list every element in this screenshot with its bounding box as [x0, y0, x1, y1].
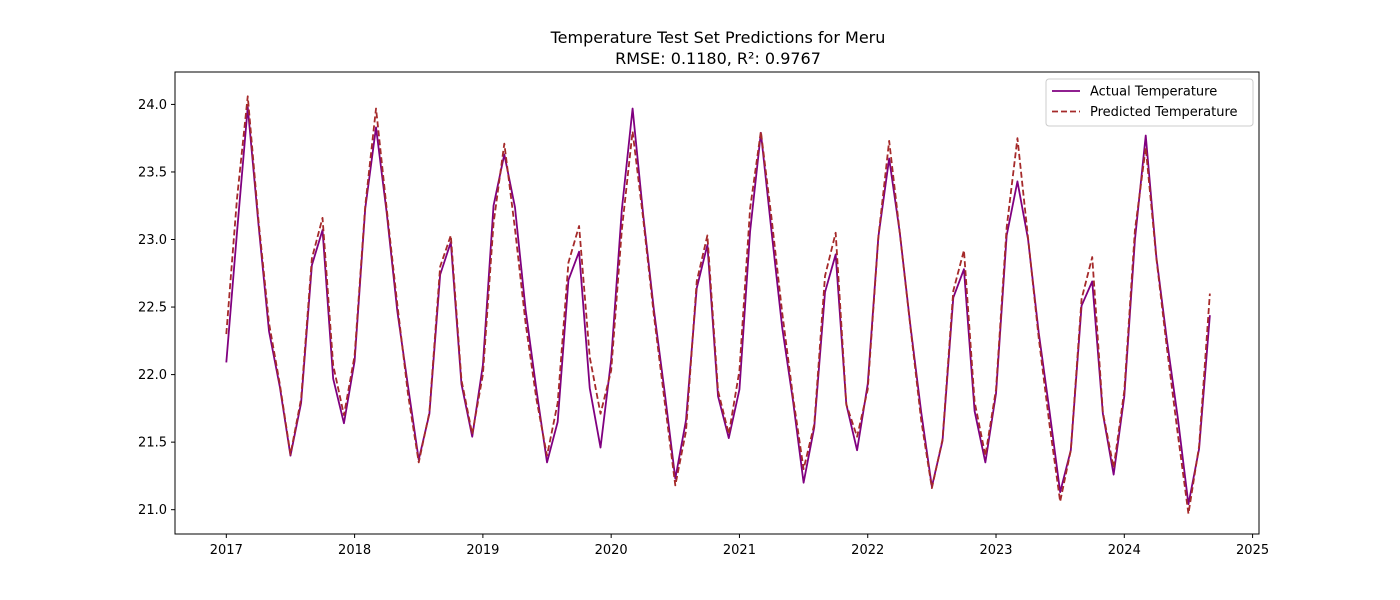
legend-label: Predicted Temperature: [1090, 105, 1238, 120]
legend: Actual Temperature Predicted Temperature: [1045, 78, 1254, 127]
x-tick-label: 2017: [210, 543, 243, 558]
plot-area: [174, 71, 1260, 535]
series-line-predicted-temperature: [225, 95, 1211, 515]
x-tick-label: 2024: [1108, 543, 1141, 558]
y-tick-label: 22.0: [138, 368, 167, 383]
x-tick-label: 2018: [338, 543, 371, 558]
plot-frame: [174, 71, 1260, 535]
chart-title: Temperature Test Set Predictions for Mer…: [550, 28, 886, 47]
x-tick-label: 2019: [466, 543, 499, 558]
x-tick-label: 2020: [595, 543, 628, 558]
y-tick-label: 22.5: [138, 301, 167, 316]
chart-subtitle: RMSE: 0.1180, R²: 0.9767: [615, 49, 821, 68]
y-tick-label: 24.0: [138, 98, 167, 113]
series-line-actual-temperature: [225, 106, 1211, 506]
y-tick-label: 21.0: [138, 503, 167, 518]
legend-box: [1045, 78, 1254, 127]
legend-label: Actual Temperature: [1090, 85, 1217, 100]
y-tick-label: 23.5: [138, 165, 167, 180]
x-tick-label: 2023: [979, 543, 1012, 558]
y-tick-label: 21.5: [138, 436, 167, 451]
y-tick-label: 23.0: [138, 233, 167, 248]
x-axis: 2017 2018 2019 2020 2021 2022 2023 2024 2025: [210, 534, 1269, 558]
x-tick-label: 2025: [1236, 543, 1269, 558]
y-axis: 21.0 21.5 22.0 22.5 23.0 23.5 24.0: [138, 98, 175, 518]
x-tick-label: 2021: [723, 543, 756, 558]
x-tick-label: 2022: [851, 543, 884, 558]
